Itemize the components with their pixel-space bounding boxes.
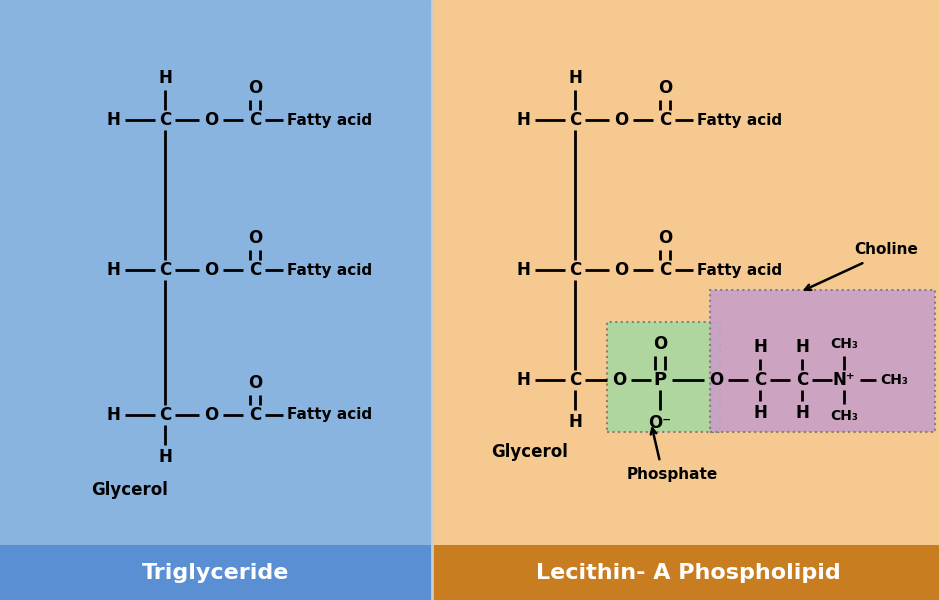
Text: Fatty acid: Fatty acid [287,113,373,127]
Text: H: H [795,404,808,422]
Text: H: H [568,413,582,431]
Text: H: H [106,406,120,424]
Text: O: O [248,79,262,97]
Text: H: H [106,111,120,129]
Text: C: C [796,371,808,389]
Text: C: C [159,406,171,424]
Bar [607,322,720,432]
Text: N⁺: N⁺ [833,371,855,389]
Text: O: O [709,371,723,389]
Text: C: C [569,371,581,389]
Bar [710,290,935,432]
Text: H: H [795,338,808,356]
Bar [0,545,432,600]
Text: Triglyceride: Triglyceride [143,563,290,583]
Text: Lecithin- A Phospholipid: Lecithin- A Phospholipid [535,563,840,583]
Text: Fatty acid: Fatty acid [698,113,782,127]
Text: C: C [569,261,581,279]
Text: Choline: Choline [854,242,918,257]
Text: O: O [614,111,628,129]
Text: C: C [754,371,766,389]
Text: H: H [516,261,530,279]
Text: C: C [659,111,671,129]
Text: H: H [753,338,767,356]
Text: O: O [658,79,672,97]
Text: O: O [653,335,667,353]
Text: H: H [516,111,530,129]
Text: C: C [249,261,261,279]
Text: O: O [204,111,218,129]
Text: P: P [654,371,667,389]
Text: H: H [158,448,172,466]
Text: C: C [159,111,171,129]
Text: C: C [249,406,261,424]
Text: O: O [248,374,262,392]
Text: Fatty acid: Fatty acid [698,263,782,277]
Text: O: O [204,406,218,424]
Text: Phosphate: Phosphate [626,467,717,481]
Text: CH₃: CH₃ [880,373,908,387]
Text: H: H [568,69,582,87]
Text: O: O [658,229,672,247]
Text: C: C [569,111,581,129]
Text: C: C [159,261,171,279]
Text: H: H [158,69,172,87]
Text: Glycerol: Glycerol [92,481,168,499]
Bar [432,0,939,545]
Text: Glycerol: Glycerol [491,443,568,461]
Text: H: H [753,404,767,422]
Text: O: O [204,261,218,279]
Text: H: H [516,371,530,389]
Text: O⁻: O⁻ [649,414,671,432]
Text: O: O [614,261,628,279]
Bar [0,0,432,545]
Text: Fatty acid: Fatty acid [287,263,373,277]
Text: O: O [248,229,262,247]
Bar [432,545,939,600]
Text: CH₃: CH₃ [830,337,858,351]
Text: C: C [659,261,671,279]
Text: H: H [106,261,120,279]
Text: CH₃: CH₃ [830,409,858,423]
Text: O: O [612,371,626,389]
Text: Fatty acid: Fatty acid [287,407,373,422]
Text: C: C [249,111,261,129]
